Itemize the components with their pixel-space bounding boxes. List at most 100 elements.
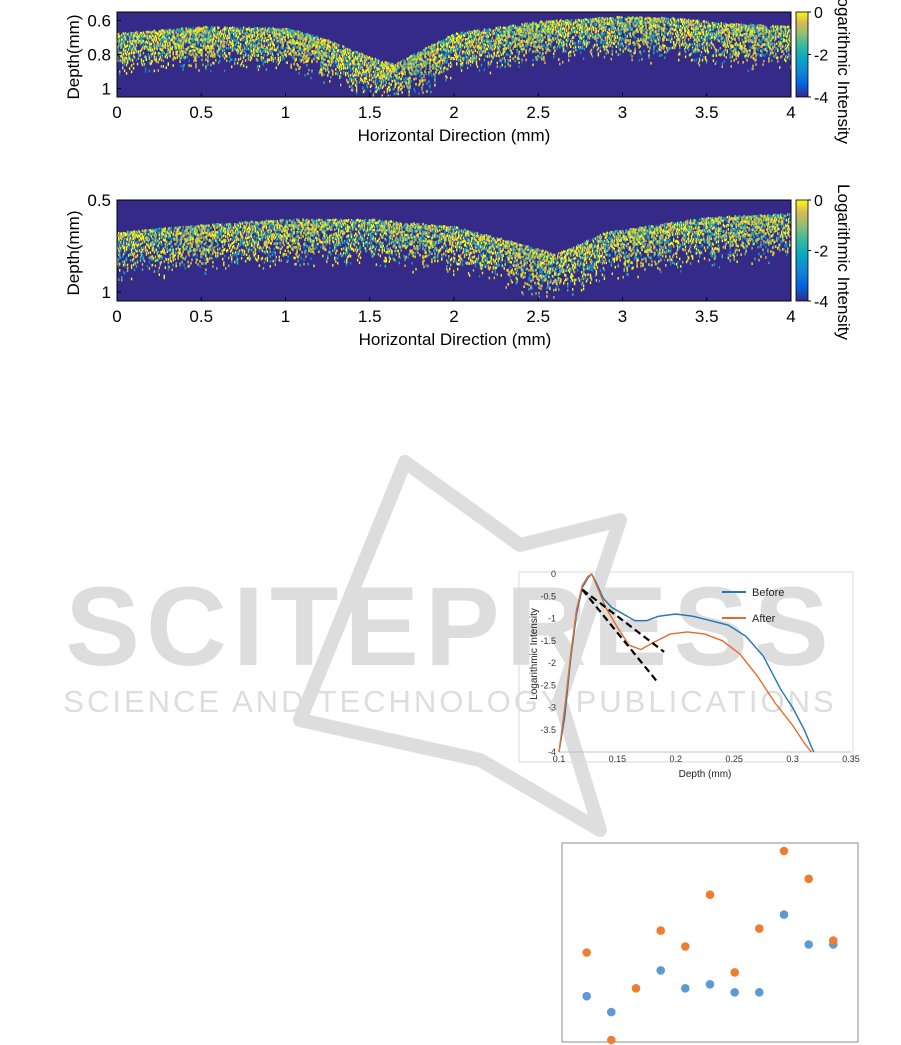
heatmap-pixel — [207, 63, 209, 66]
heatmap-pixel — [171, 30, 173, 34]
heatmap-pixel — [351, 51, 354, 55]
heatmap-pixel — [189, 34, 191, 38]
heatmap-pixel — [293, 48, 295, 51]
heatmap-pixel — [549, 23, 551, 27]
heatmap-pixel — [690, 52, 693, 55]
heatmap-pixel — [448, 53, 450, 56]
heatmap-pixel — [601, 35, 604, 38]
heatmap-pixel — [264, 36, 267, 40]
heatmap-pixel — [563, 47, 565, 50]
heatmap-pixel — [176, 34, 178, 37]
heatmap-pixel — [160, 38, 162, 41]
heatmap-pixel — [529, 47, 531, 51]
heatmap-pixel — [705, 59, 708, 62]
heatmap-pixel — [611, 34, 613, 38]
heatmap-pixel — [159, 31, 161, 35]
heatmap-pixel — [216, 42, 218, 45]
heatmap-pixel — [209, 50, 211, 54]
heatmap-pixel — [615, 18, 617, 22]
heatmap-pixel — [470, 30, 473, 34]
heatmap-pixel — [195, 63, 197, 66]
heatmap-pixel — [447, 38, 449, 41]
heatmap-pixel — [603, 19, 606, 22]
heatmap-pixel — [501, 57, 503, 61]
heatmap-pixel — [632, 41, 634, 45]
heatmap-pixel — [542, 38, 544, 41]
heatmap-pixel — [627, 48, 629, 52]
heatmap-pixel — [268, 34, 270, 37]
heatmap-pixel — [369, 61, 372, 64]
heatmap-pixel — [688, 53, 691, 57]
heatmap-pixel — [568, 59, 570, 62]
heatmap-pixel — [312, 44, 314, 47]
heatmap-pixel — [198, 47, 200, 51]
heatmap-pixel — [292, 46, 294, 49]
heatmap-pixel — [486, 43, 489, 47]
heatmap-pixel — [330, 46, 332, 50]
heatmap-pixel — [213, 28, 215, 31]
heatmap-pixel — [666, 21, 668, 24]
heatmap-pixel — [702, 30, 705, 34]
heatmap-pixel — [366, 66, 369, 70]
heatmap-pixel — [122, 57, 124, 60]
heatmap-pixel — [501, 63, 503, 67]
heatmap-pixel — [250, 45, 253, 49]
heatmap-pixel — [443, 43, 445, 47]
heatmap-pixel — [123, 38, 126, 42]
heatmap-pixel — [408, 59, 410, 63]
heatmap-pixel — [350, 79, 353, 83]
heatmap-pixel — [472, 29, 475, 33]
heatmap-pixel — [164, 30, 166, 34]
heatmap-pixel — [606, 30, 608, 34]
heatmap-pixel — [684, 38, 686, 42]
heatmap-pixel — [169, 32, 171, 36]
heatmap-pixel — [128, 40, 131, 43]
heatmap-pixel — [466, 56, 469, 59]
heatmap-pixel — [676, 38, 678, 42]
heatmap-pixel — [542, 35, 544, 39]
heatmap-pixel — [683, 23, 685, 27]
heatmap-pixel — [482, 34, 485, 38]
heatmap-pixel — [678, 38, 680, 41]
heatmap-pixel — [619, 31, 621, 34]
heatmap-pixel — [139, 52, 142, 55]
heatmap-pixel — [347, 66, 349, 70]
heatmap-pixel — [421, 63, 423, 67]
heatmap-pixel — [242, 44, 245, 47]
heatmap-pixel — [537, 56, 539, 60]
heatmap-pixel — [486, 36, 489, 40]
heatmap-pixel — [538, 35, 540, 38]
heatmap-pixel — [536, 58, 538, 61]
heatmap-pixel — [245, 34, 248, 38]
heatmap-pixel — [358, 52, 361, 56]
heatmap-pixel — [436, 58, 438, 61]
heatmap-pixel — [596, 36, 599, 40]
heatmap-pixel — [463, 42, 466, 45]
heatmap-pixel — [645, 38, 647, 41]
heatmap-pixel — [130, 32, 133, 35]
heatmap-pixel — [158, 46, 160, 50]
heatmap-pixel — [157, 69, 159, 72]
heatmap-pixel — [315, 55, 317, 59]
heatmap-pixel — [389, 68, 391, 71]
heatmap-pixel — [315, 39, 317, 42]
heatmap-pixel — [129, 59, 132, 62]
heatmap-pixel — [124, 52, 127, 55]
heatmap-pixel — [443, 53, 445, 57]
heatmap-pixel — [149, 62, 152, 66]
heatmap-pixel — [245, 39, 248, 43]
heatmap-pixel — [212, 28, 214, 31]
heatmap-pixel — [560, 31, 562, 35]
heatmap-pixel — [511, 27, 513, 30]
heatmap-pixel — [195, 52, 197, 56]
heatmap-pixel — [420, 54, 422, 57]
heatmap-pixel — [523, 40, 525, 43]
heatmap-pixel — [446, 49, 448, 52]
heatmap-pixel — [643, 38, 645, 41]
heatmap-pixel — [300, 59, 302, 63]
heatmap-pixel — [630, 35, 632, 38]
heatmap-pixel — [659, 18, 661, 21]
heatmap-pixel — [424, 55, 426, 59]
heatmap-pixel — [477, 47, 480, 51]
heatmap-pixel — [432, 52, 434, 55]
